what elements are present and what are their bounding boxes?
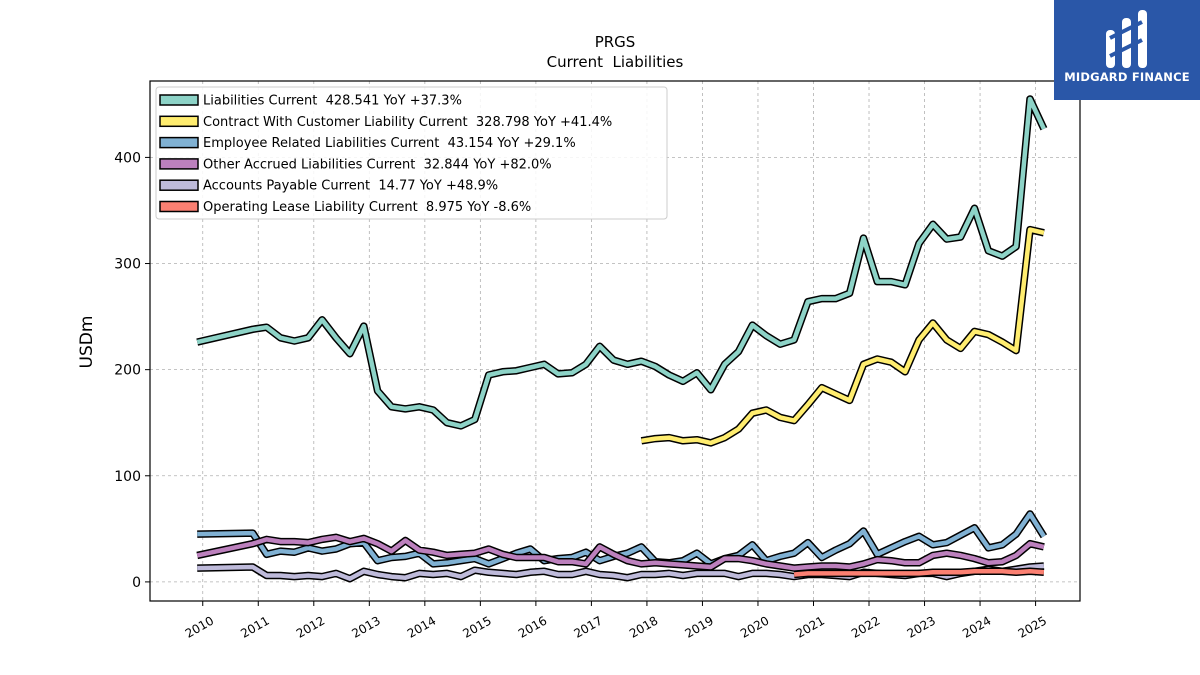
- chart-title: PRGS: [595, 33, 636, 51]
- legend-entry: Operating Lease Liability Current 8.975 …: [203, 200, 531, 215]
- legend-swatch: [159, 136, 199, 149]
- x-tick-label: 2023: [905, 613, 938, 640]
- x-tick-label: 2014: [405, 613, 438, 640]
- legend-entry: Other Accrued Liabilities Current 32.844…: [203, 157, 552, 172]
- series-line: [196, 96, 1046, 429]
- legend-entry: Accounts Payable Current 14.77 YoY +48.9…: [203, 179, 498, 194]
- series-line-5: [793, 567, 1045, 579]
- series-line-0: [196, 95, 1048, 430]
- x-tick-label: 2022: [849, 613, 882, 640]
- x-tick-label: 2017: [571, 613, 604, 640]
- x-tick-label: 2015: [460, 613, 493, 640]
- x-tick-label: 2020: [738, 613, 771, 640]
- legend-swatch: [159, 158, 199, 170]
- x-tick-label: 2013: [349, 613, 382, 640]
- x-tick-label: 2024: [960, 613, 993, 640]
- x-tick-label: 2018: [627, 613, 660, 640]
- legend-entry: Liabilities Current 428.541 YoY +37.3%: [203, 94, 462, 109]
- x-tick-label: 2021: [794, 613, 827, 640]
- legend-box: [155, 86, 668, 220]
- x-tick-label: 2012: [294, 613, 327, 640]
- series-line: [793, 569, 1045, 577]
- legend-entry: Contract With Customer Liability Current…: [203, 115, 612, 130]
- series-line: [196, 535, 1045, 571]
- legend-swatch: [159, 200, 199, 213]
- y-tick-label: 100: [114, 469, 141, 485]
- y-ticks: 0 100 200 300 400: [114, 150, 150, 591]
- legend-swatch: [159, 94, 199, 106]
- x-tick-label: 2010: [183, 613, 216, 640]
- legend-swatch: [159, 179, 199, 191]
- x-tick-label: 2011: [238, 613, 271, 640]
- series-line-3: [196, 533, 1045, 572]
- y-tick-label: 0: [132, 575, 141, 591]
- brand-name: MIDGARD FINANCE: [1064, 70, 1190, 84]
- legend-swatch: [159, 115, 199, 128]
- brand-logo: MIDGARD FINANCE: [1054, 0, 1200, 100]
- chart-subtitle: Current Liabilities: [547, 53, 684, 71]
- y-axis-label: USDm: [77, 316, 97, 369]
- legend: Liabilities Current 428.541 YoY +37.3% Co…: [155, 86, 668, 220]
- x-tick-label: 2019: [682, 613, 715, 640]
- grid: [150, 81, 1080, 601]
- y-tick-label: 400: [114, 150, 141, 166]
- x-ticks: 2010 2011 2012 2013 2014 2015 2016 2017 2018 2019…: [183, 601, 1049, 641]
- series-line: [641, 227, 1045, 446]
- series-line-1: [640, 225, 1045, 447]
- y-tick-label: 300: [114, 257, 141, 273]
- series-outline: [640, 225, 1045, 447]
- x-tick-label: 2016: [516, 613, 549, 640]
- series-line: [197, 511, 1046, 567]
- midgard-logo-icon: [1106, 10, 1147, 68]
- series-layer: [196, 95, 1048, 583]
- legend-entry: Employee Related Liabilities Current 43.…: [203, 136, 576, 151]
- x-tick-label: 2025: [1016, 613, 1049, 640]
- y-tick-label: 200: [114, 363, 141, 379]
- plot-frame: [149, 80, 1081, 602]
- series-line-2: [197, 510, 1048, 568]
